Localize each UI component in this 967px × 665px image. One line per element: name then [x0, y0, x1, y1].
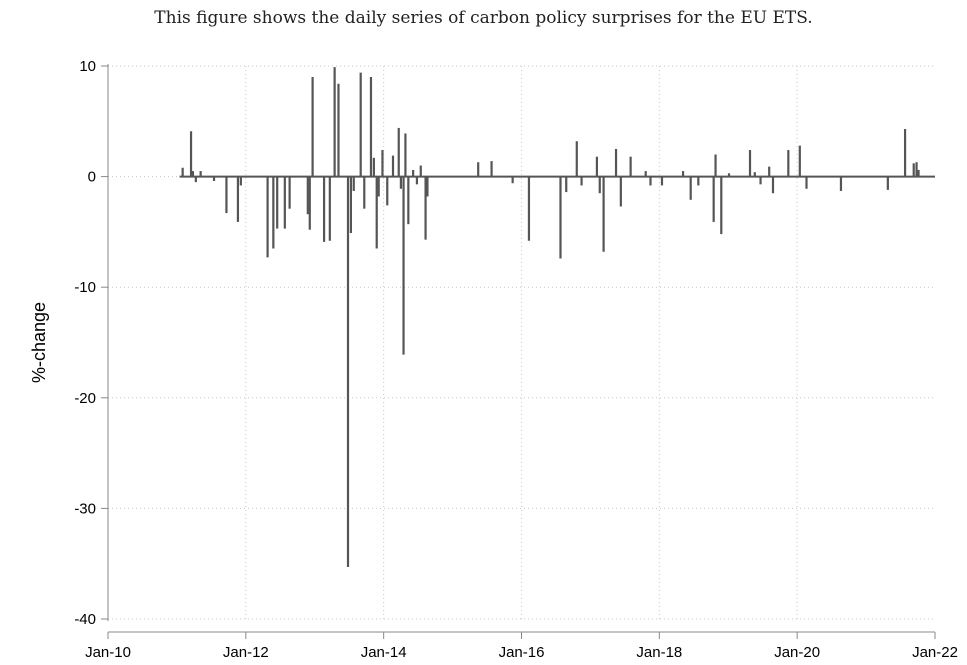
x-tick-label: Jan-16 — [499, 644, 545, 661]
y-tick-label: -30 — [74, 500, 96, 517]
gridlines — [108, 65, 935, 620]
y-tick-label: 0 — [88, 169, 96, 186]
y-tick-label: -20 — [74, 390, 96, 407]
y-tick-label: 10 — [79, 58, 96, 75]
figure-caption: This figure shows the daily series of ca… — [154, 8, 813, 28]
tick-labels: 10 0 -10 -20 -30 -40 Jan-10 Jan-12 Jan-14 Jan-16 J… — [74, 58, 958, 661]
axes — [101, 64, 936, 639]
x-tick-label: Jan-12 — [223, 644, 269, 661]
bar-series — [179, 67, 935, 568]
x-tick-label: Jan-18 — [636, 644, 682, 661]
y-tick-label: -40 — [74, 611, 96, 628]
y-axis-title: %-change — [29, 302, 49, 383]
x-tick-label: Jan-14 — [361, 644, 407, 661]
y-tick-label: -10 — [74, 279, 96, 296]
x-tick-label: Jan-22 — [912, 644, 958, 661]
x-tick-label: Jan-20 — [774, 644, 820, 661]
x-tick-label: Jan-10 — [85, 644, 131, 661]
